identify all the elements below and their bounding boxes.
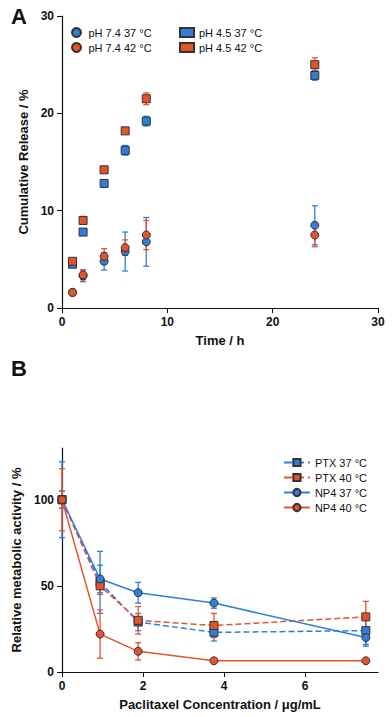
svg-text:NP4 37 °C: NP4 37 °C — [315, 487, 367, 499]
svg-text:100: 100 — [34, 493, 54, 507]
svg-text:0: 0 — [47, 665, 54, 679]
svg-text:Cumulative Release / %: Cumulative Release / % — [16, 89, 31, 235]
svg-text:Time / h: Time / h — [196, 333, 245, 348]
svg-text:Relative metabolic activity /: Relative metabolic activity / % — [9, 467, 24, 652]
svg-text:6: 6 — [302, 679, 309, 693]
svg-text:0: 0 — [59, 315, 66, 329]
svg-text:2: 2 — [140, 679, 147, 693]
svg-text:20: 20 — [266, 315, 280, 329]
svg-text:pH 4.5 42 °C: pH 4.5 42 °C — [199, 42, 262, 54]
svg-text:PTX 40 °C: PTX 40 °C — [315, 472, 367, 484]
svg-text:pH 7.4 37 °C: pH 7.4 37 °C — [89, 27, 152, 39]
svg-text:10: 10 — [41, 204, 55, 218]
svg-text:PTX 37 °C: PTX 37 °C — [315, 457, 367, 469]
svg-text:30: 30 — [371, 315, 385, 329]
svg-text:0: 0 — [47, 301, 54, 315]
svg-text:50: 50 — [41, 579, 55, 593]
svg-text:Paclitaxel Concentration / μg/: Paclitaxel Concentration / μg/mL — [119, 697, 321, 712]
svg-text:10: 10 — [161, 315, 175, 329]
svg-text:4: 4 — [221, 679, 228, 693]
svg-text:0: 0 — [59, 679, 66, 693]
svg-text:A: A — [11, 4, 27, 29]
svg-text:pH 7.4 42 °C: pH 7.4 42 °C — [89, 42, 152, 54]
svg-text:NP4 40 °C: NP4 40 °C — [315, 502, 367, 514]
svg-text:20: 20 — [41, 106, 55, 120]
svg-text:30: 30 — [41, 9, 55, 23]
svg-text:pH 4.5 37 °C: pH 4.5 37 °C — [199, 27, 262, 39]
svg-text:B: B — [11, 356, 27, 381]
